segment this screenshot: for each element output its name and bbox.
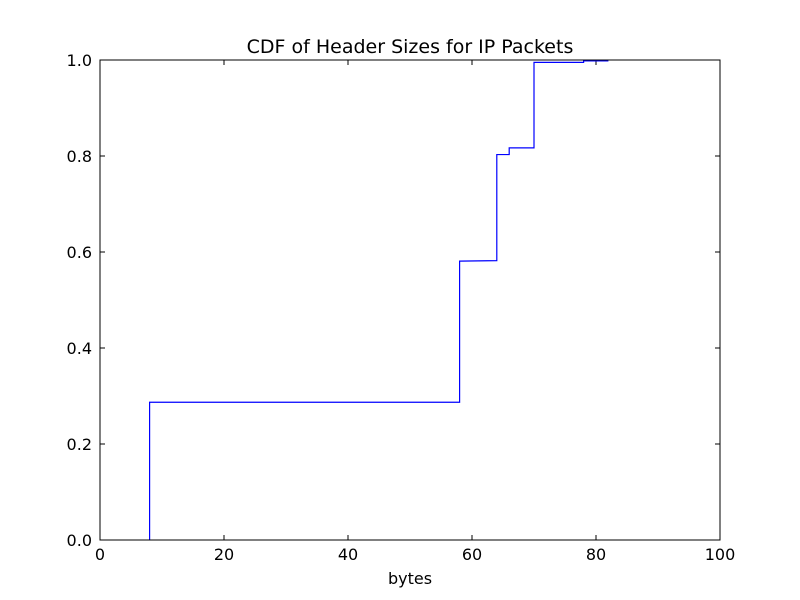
cdf-series-line	[149, 60, 609, 540]
x-tick-label: 80	[586, 545, 606, 564]
axis-ticks: 0 20 40 60 80 100 0.0 0.2 0.4 0.6 0.8 1.0	[67, 51, 736, 564]
y-tick-label: 0.2	[67, 435, 92, 454]
y-tick-label: 1.0	[67, 51, 92, 70]
x-tick-label: 20	[214, 545, 234, 564]
x-tick-label: 100	[705, 545, 736, 564]
x-tick-label: 0	[95, 545, 105, 564]
chart-title: CDF of Header Sizes for IP Packets	[247, 36, 574, 58]
plot-frame	[99, 59, 721, 541]
y-tick-label: 0.0	[67, 531, 92, 550]
y-tick-label: 0.8	[67, 147, 92, 166]
x-tick-label: 40	[338, 545, 358, 564]
x-axis-label: bytes	[388, 569, 432, 588]
y-tick-label: 0.4	[67, 339, 92, 358]
x-tick-label: 60	[462, 545, 482, 564]
series-group	[149, 60, 609, 540]
y-tick-label: 0.6	[67, 243, 92, 262]
